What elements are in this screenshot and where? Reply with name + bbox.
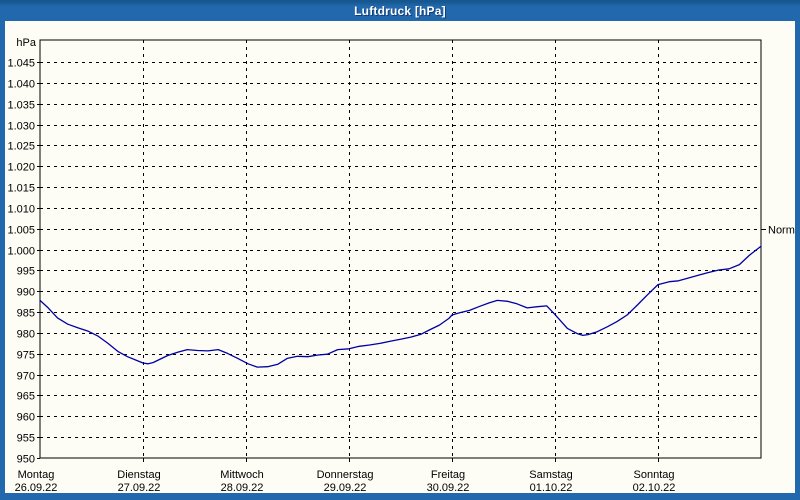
x-date-label: 02.10.22 bbox=[633, 482, 676, 493]
x-date-label: 28.09.22 bbox=[221, 482, 264, 493]
y-tick-label: 960 bbox=[17, 412, 35, 424]
y-tick-label: 950 bbox=[17, 454, 35, 466]
y-tick-label: 995 bbox=[17, 266, 35, 278]
y-tick-label: 1.005 bbox=[7, 225, 35, 237]
y-tick-label: 1.045 bbox=[7, 58, 35, 70]
chart-panel: 1.045 1.040 1.035 1.030 1.025 1.020 1.015 1.010… bbox=[5, 21, 800, 494]
y-tick-label: 965 bbox=[17, 391, 35, 403]
x-day-label: Montag bbox=[18, 469, 55, 481]
x-date-label: 27.09.22 bbox=[118, 482, 161, 493]
y-tick-label: 1.015 bbox=[7, 183, 35, 195]
y-tick-label: 1.010 bbox=[7, 204, 35, 216]
x-date-label: 30.09.22 bbox=[427, 482, 470, 493]
x-day-label: Dienstag bbox=[117, 469, 160, 481]
x-day-label: Donnerstag bbox=[317, 469, 374, 481]
x-date-label: 01.10.22 bbox=[530, 482, 573, 493]
x-day-label: Mittwoch bbox=[220, 469, 263, 481]
x-date-label: 29.09.22 bbox=[324, 482, 367, 493]
y-tick-label: 955 bbox=[17, 433, 35, 445]
title-bar: Luftdruck [hPa] bbox=[0, 0, 800, 21]
y-tick-label: 985 bbox=[17, 308, 35, 320]
y-tick-label: 1.030 bbox=[7, 121, 35, 133]
x-day-label: Sonntag bbox=[634, 469, 675, 481]
y-tick-label: 1.000 bbox=[7, 246, 35, 258]
pressure-line-chart: 1.045 1.040 1.035 1.030 1.025 1.020 1.015 1.010… bbox=[7, 37, 800, 494]
y-tick-label: 1.040 bbox=[7, 79, 35, 91]
y-axis-unit-label: hPa bbox=[16, 37, 36, 49]
x-date-label: 26.09.22 bbox=[15, 482, 58, 493]
plot-border bbox=[39, 39, 762, 459]
normal-label: Normal bbox=[768, 225, 795, 237]
y-tick-label: 1.025 bbox=[7, 141, 35, 153]
y-tick-label: 980 bbox=[17, 329, 35, 341]
x-day-label: Samstag bbox=[529, 469, 572, 481]
y-tick-label: 975 bbox=[17, 350, 35, 362]
y-tick-label: 1.020 bbox=[7, 162, 35, 174]
y-tick-label: 1.035 bbox=[7, 100, 35, 112]
y-tick-label: 990 bbox=[17, 287, 35, 299]
window-title: Luftdruck [hPa] bbox=[354, 3, 446, 18]
x-day-label: Freitag bbox=[431, 469, 465, 481]
pressure-curve bbox=[39, 245, 762, 368]
y-tick-label: 970 bbox=[17, 371, 35, 383]
